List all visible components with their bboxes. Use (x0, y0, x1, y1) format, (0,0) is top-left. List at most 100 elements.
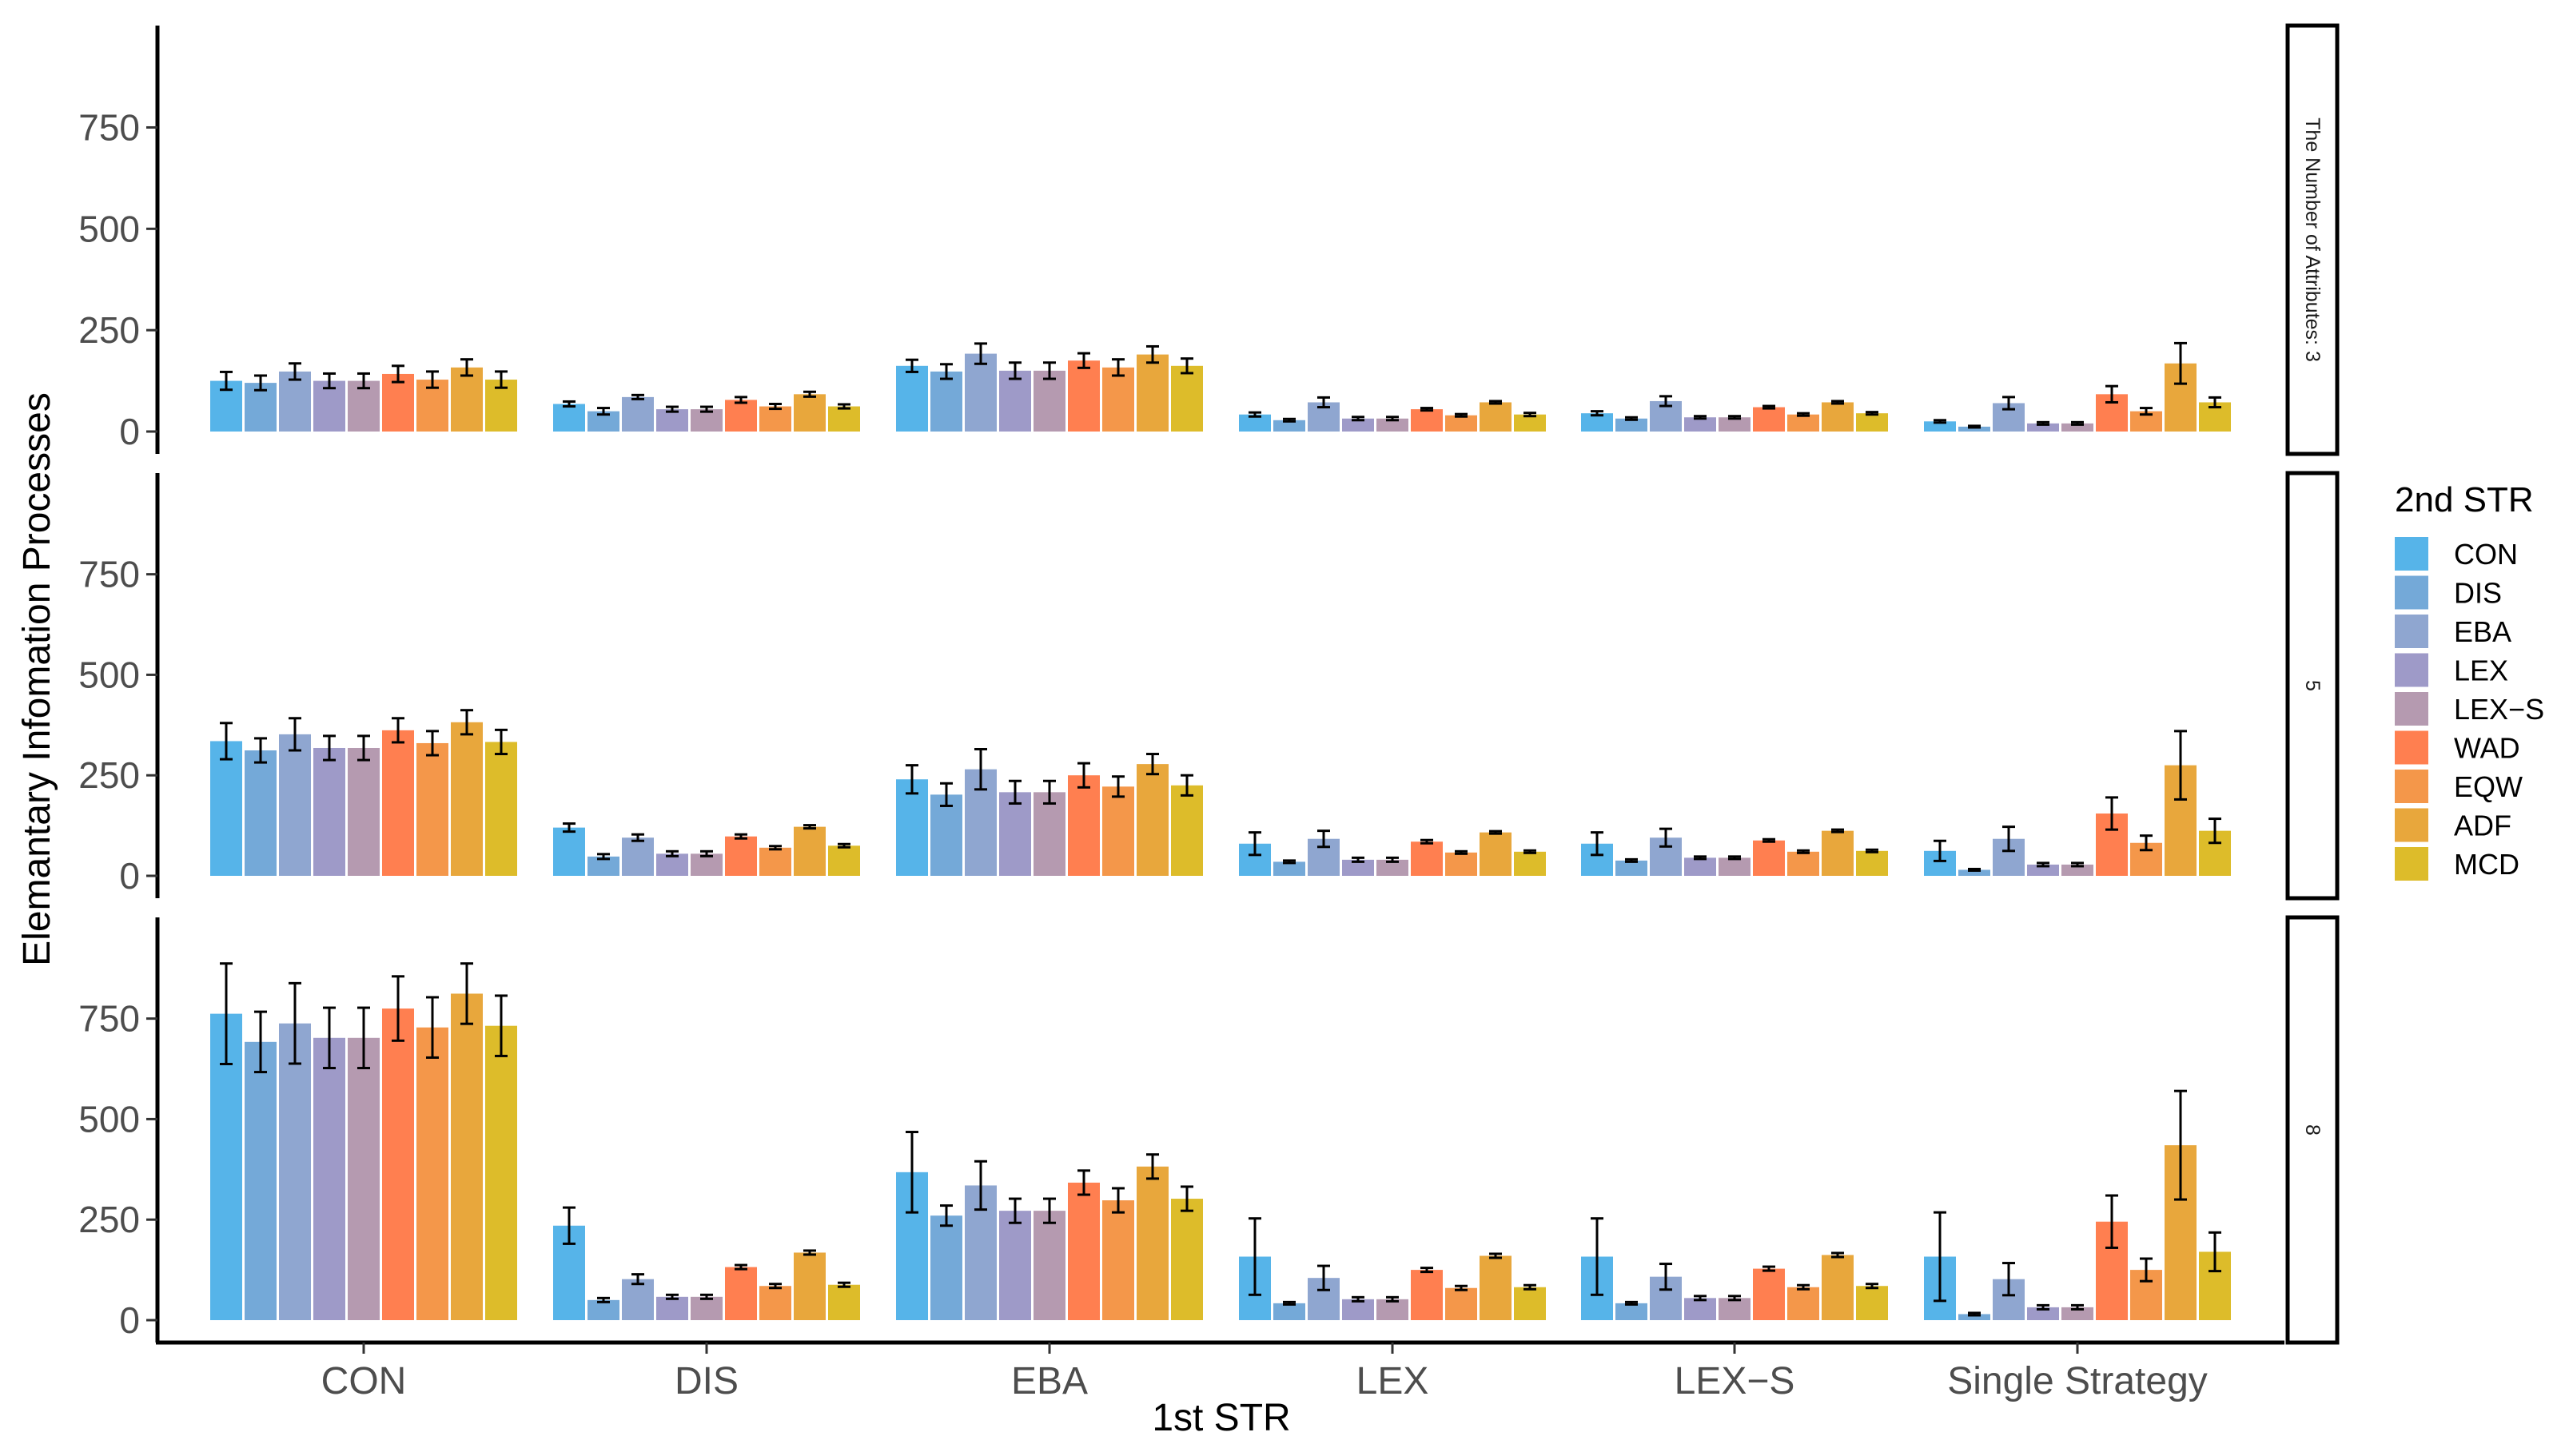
bar-dis-dis (587, 1299, 619, 1320)
bar-lex-s-lex-s (1719, 857, 1751, 876)
bar-lex-s-adf (1822, 1255, 1854, 1320)
bar-lex-dis (1273, 1303, 1305, 1320)
bar-dis-lex-s (691, 853, 723, 876)
bar-eba-con (896, 779, 928, 876)
y-tick-label: 750 (78, 554, 140, 595)
legend-swatch (2395, 615, 2428, 648)
bar-dis-wad (725, 1267, 757, 1320)
bar-lex-lex (1342, 859, 1374, 876)
bar-lex-s-mcd (1856, 413, 1888, 432)
bar-con-eba (279, 734, 311, 876)
bar-dis-eba (622, 837, 654, 876)
y-tick-label: 750 (78, 106, 140, 148)
bar-lex-s-con (1581, 413, 1613, 432)
bar-lex-s-mcd (1856, 850, 1888, 876)
bar-eba-eba (965, 353, 997, 432)
bar-eba-eqw (1102, 1200, 1134, 1320)
x-tick-label: DIS (675, 1360, 739, 1402)
bar-lex-mcd (1514, 1287, 1546, 1320)
bar-lex-wad (1411, 1270, 1443, 1320)
bar-lex-s-lex (1684, 857, 1716, 876)
bar-dis-lex (656, 853, 688, 876)
bar-lex-adf (1480, 832, 1512, 876)
x-axis-title: 1st STR (1152, 1397, 1290, 1439)
facet-strip-label: The Number of Attributes: 3 (2301, 117, 2324, 362)
y-tick-label: 750 (78, 998, 140, 1040)
bar-lex-mcd (1514, 851, 1546, 876)
bar-dis-eba (622, 396, 654, 432)
bar-single-strategy-lex-s (2061, 1307, 2093, 1320)
legend: 2nd STR CON DIS EBA LEX LEX−S WAD EQW ADF MCD (2395, 480, 2544, 881)
bar-eba-dis (930, 1215, 962, 1320)
bar-con-lex-s (348, 747, 380, 876)
bar-dis-lex (656, 1296, 688, 1320)
bar-dis-mcd (828, 406, 860, 432)
legend-label: CON (2454, 538, 2518, 571)
bar-lex-s-eqw (1787, 851, 1819, 876)
bar-eba-lex-s (1034, 792, 1065, 876)
bar-single-strategy-dis (1958, 426, 1990, 432)
x-tick-label: LEX−S (1675, 1360, 1795, 1402)
bar-lex-s-dis (1615, 1303, 1647, 1320)
y-tick-label: 250 (78, 1199, 140, 1240)
bar-dis-con (553, 404, 585, 432)
legend-swatch (2395, 537, 2428, 571)
legend-label: WAD (2454, 732, 2520, 765)
x-tick-label: LEX (1356, 1360, 1429, 1402)
panel-1: 0 250 500 750 The Number of Attributes: 3 (78, 23, 2340, 456)
bar-con-lex (313, 747, 345, 876)
y-tick-label: 0 (119, 855, 140, 897)
legend-title: 2nd STR (2395, 480, 2534, 519)
bar-single-strategy-dis (1958, 869, 1990, 876)
bar-lex-s-dis (1615, 418, 1647, 432)
bar-lex-adf (1480, 1255, 1512, 1320)
x-tick-label: EBA (1011, 1360, 1088, 1402)
bar-con-lex (313, 1037, 345, 1320)
bar-eba-adf (1137, 764, 1169, 876)
bar-dis-eba (622, 1279, 654, 1320)
bar-dis-lex (656, 409, 688, 432)
bar-con-con (210, 741, 242, 876)
legend-swatch (2395, 770, 2428, 803)
y-tick-label: 0 (119, 411, 140, 452)
x-tick-label: CON (321, 1360, 407, 1402)
y-tick-label: 250 (78, 754, 140, 796)
bar-lex-wad (1411, 841, 1443, 876)
bar-dis-mcd (828, 845, 860, 876)
bar-lex-s-lex (1684, 417, 1716, 432)
bar-lex-s-lex-s (1719, 417, 1751, 432)
bar-lex-lex-s (1376, 418, 1408, 432)
legend-label: DIS (2454, 577, 2502, 610)
bar-dis-lex-s (691, 1296, 723, 1320)
bar-lex-s-dis (1615, 860, 1647, 876)
legend-swatch (2395, 730, 2428, 765)
bar-con-dis (245, 750, 277, 876)
bar-con-wad (382, 730, 414, 876)
bar-eba-mcd (1171, 365, 1203, 432)
facet-strip (2285, 23, 2340, 456)
bar-lex-mcd (1514, 414, 1546, 432)
y-tick-label: 250 (78, 309, 140, 351)
x-tick-label: Single Strategy (1947, 1360, 2208, 1402)
bar-lex-lex-s (1376, 859, 1408, 876)
bar-eba-lex (999, 792, 1031, 876)
bar-single-strategy-dis (1958, 1314, 1990, 1320)
bar-con-wad (382, 1008, 414, 1320)
panel-2: 0 250 500 750 5 (78, 471, 2340, 901)
bar-lex-s-lex-s (1719, 1298, 1751, 1320)
bar-eba-wad (1068, 775, 1100, 876)
y-tick-label: 500 (78, 208, 140, 249)
bar-dis-lex-s (691, 409, 723, 432)
legend-swatch (2395, 575, 2428, 610)
bar-lex-wad (1411, 409, 1443, 432)
bar-single-strategy-lex (2027, 864, 2059, 876)
bar-lex-eqw (1445, 1287, 1477, 1320)
y-tick-label: 0 (119, 1299, 140, 1341)
bar-lex-s-lex (1684, 1298, 1716, 1320)
legend-label: EBA (2454, 615, 2511, 648)
legend-label: LEX−S (2454, 693, 2544, 726)
bar-con-wad (382, 373, 414, 432)
bar-lex-eqw (1445, 852, 1477, 876)
bar-dis-wad (725, 400, 757, 432)
bar-eba-eqw (1102, 786, 1134, 876)
